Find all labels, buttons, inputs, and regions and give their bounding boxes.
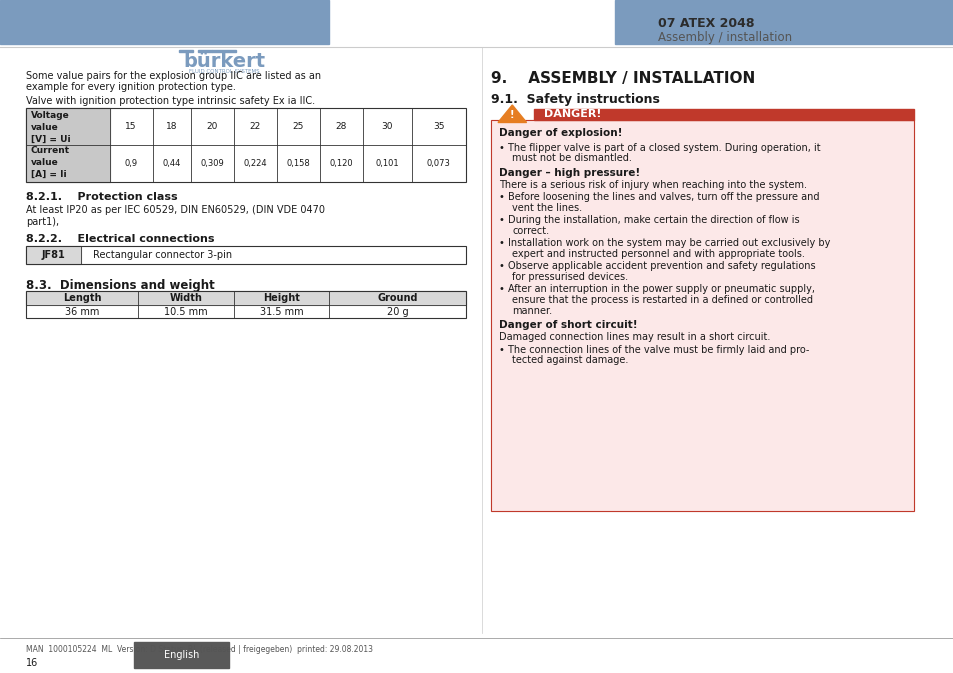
Text: 0,120: 0,120 [329,159,353,168]
Text: 0,158: 0,158 [286,159,310,168]
Text: 0,44: 0,44 [162,159,181,168]
Text: 0,309: 0,309 [200,159,224,168]
Text: 8.2.2.    Electrical connections: 8.2.2. Electrical connections [26,234,214,244]
Text: MAN  1000105224  ML  Version: D Status: RL (released | freigegeben)  printed: 29: MAN 1000105224 ML Version: D Status: RL … [26,645,373,653]
Text: 0,073: 0,073 [426,159,451,168]
Bar [178,50,193,52]
Text: • The connection lines of the valve must be firmly laid and pro-: • The connection lines of the valve must… [498,345,808,355]
Text: 31.5 mm: 31.5 mm [259,307,303,316]
Bar [197,50,212,52]
Bar [0,0,329,44]
Text: FLUID CONTROL SYSTEMS: FLUID CONTROL SYSTEMS [189,69,259,74]
Text: At least IP20 as per IEC 60529, DIN EN60529, (DIN VDE 0470: At least IP20 as per IEC 60529, DIN EN60… [26,205,324,215]
Text: Damaged connection lines may result in a short circuit.: Damaged connection lines may result in a… [498,332,769,343]
Text: Height: Height [263,293,299,303]
Bar [491,120,913,511]
Text: 18: 18 [166,122,177,131]
Text: There is a serious risk of injury when reaching into the system.: There is a serious risk of injury when r… [498,180,806,190]
Text: Length: Length [63,293,101,303]
Text: Danger – high pressure!: Danger – high pressure! [498,168,639,178]
Bar [26,108,110,182]
Polygon shape [497,105,526,122]
Text: must not be dismantled.: must not be dismantled. [512,153,632,164]
Text: Voltage
value
[V] = Ui: Voltage value [V] = Ui [30,111,71,143]
Text: !: ! [510,110,514,120]
Text: Some value pairs for the explosion group IIC are listed as an: Some value pairs for the explosion group… [26,71,320,81]
Text: for pressurised devices.: for pressurised devices. [512,272,628,282]
Bar [133,642,229,668]
Text: • Before loosening the lines and valves, turn off the pressure and: • Before loosening the lines and valves,… [498,192,819,203]
Text: 20: 20 [207,122,217,131]
Text: JF81: JF81 [42,250,65,260]
Text: vent the lines.: vent the lines. [512,203,582,213]
Text: 35: 35 [433,122,444,131]
Text: Rectangular connector 3-pin: Rectangular connector 3-pin [92,250,232,260]
Bar [212,50,235,52]
Bar [26,246,81,264]
Text: Valve with ignition protection type intrinsic safety Ex ia IIC.: Valve with ignition protection type intr… [26,96,314,106]
Text: 0,9: 0,9 [125,159,137,168]
Text: example for every ignition protection type.: example for every ignition protection ty… [26,82,235,92]
Text: • Installation work on the system may be carried out exclusively by: • Installation work on the system may be… [498,238,829,248]
Text: tected against damage.: tected against damage. [512,355,628,365]
Bar [615,0,953,44]
Bar [491,120,913,511]
Bar [26,291,465,318]
Text: ensure that the process is restarted in a defined or controlled: ensure that the process is restarted in … [512,295,813,305]
Text: English: English [163,650,199,660]
Text: 9.1.  Safety instructions: 9.1. Safety instructions [491,93,659,106]
Text: • After an interruption in the power supply or pneumatic supply,: • After an interruption in the power sup… [498,284,814,294]
Text: bürkert: bürkert [183,52,265,71]
Text: 10.5 mm: 10.5 mm [164,307,208,316]
Text: • The flipper valve is part of a closed system. During operation, it: • The flipper valve is part of a closed … [498,143,820,153]
Text: correct.: correct. [512,226,549,236]
Text: 25: 25 [293,122,303,131]
Text: 30: 30 [381,122,393,131]
Text: 16: 16 [26,658,38,668]
Text: Width: Width [170,293,202,303]
Text: 20 g: 20 g [386,307,408,316]
Bar [26,108,465,182]
Text: 8.3.  Dimensions and weight: 8.3. Dimensions and weight [26,279,214,291]
Text: Danger of short circuit!: Danger of short circuit! [498,320,637,330]
Text: manner.: manner. [512,306,552,316]
Text: Danger of explosion!: Danger of explosion! [498,128,621,138]
Text: 9.    ASSEMBLY / INSTALLATION: 9. ASSEMBLY / INSTALLATION [491,71,755,85]
Text: 8.2.1.    Protection class: 8.2.1. Protection class [26,192,177,202]
Text: Assembly / installation: Assembly / installation [658,30,792,44]
Text: Ground: Ground [376,293,417,303]
Text: 15: 15 [125,122,137,131]
Text: 07 ATEX 2048: 07 ATEX 2048 [658,17,754,30]
Text: 28: 28 [335,122,346,131]
Text: part1),: part1), [26,217,59,227]
Text: • Observe applicable accident prevention and safety regulations: • Observe applicable accident prevention… [498,261,815,271]
Bar [26,291,465,305]
Text: 0,101: 0,101 [375,159,398,168]
Bar [26,246,465,264]
Text: DANGER!: DANGER! [543,110,600,119]
Text: 22: 22 [250,122,260,131]
Text: 0,224: 0,224 [243,159,267,168]
Text: 36 mm: 36 mm [65,307,99,316]
Text: Current
value
[A] = Ii: Current value [A] = Ii [30,146,70,178]
Text: • During the installation, make certain the direction of flow is: • During the installation, make certain … [498,215,799,225]
Bar [534,109,913,120]
Text: expert and instructed personnel and with appropriate tools.: expert and instructed personnel and with… [512,249,804,259]
